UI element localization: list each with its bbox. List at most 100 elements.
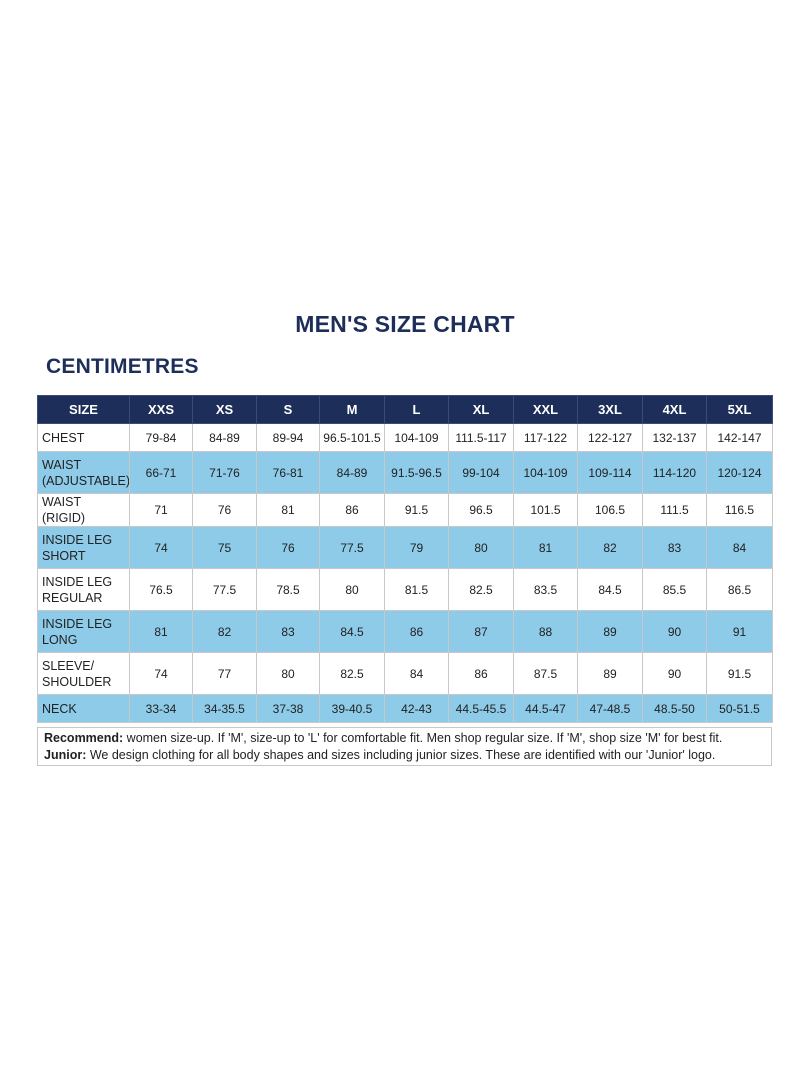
table-cell: 74 [129, 652, 193, 695]
table-cell: 83 [256, 610, 320, 653]
row-label: INSIDE LEG REGULAR [37, 568, 130, 611]
table-cell: 33-34 [129, 694, 193, 723]
table-row: CHEST 79-84 84-89 89-94 96.5-101.5 104-109 111… [37, 423, 773, 452]
units-heading: CENTIMETRES [46, 355, 199, 378]
header-3xl: 3XL [577, 395, 643, 424]
table-row: NECK 33-34 34-35.5 37-38 39-40.5 42-43 44.5-45… [37, 694, 773, 723]
table-cell: 81 [513, 526, 578, 569]
table-cell: 78.5 [256, 568, 320, 611]
table-cell: 89-94 [256, 423, 320, 452]
table-cell: 82.5 [319, 652, 385, 695]
table-cell: 79 [384, 526, 449, 569]
table-cell: 76.5 [129, 568, 193, 611]
table-cell: 39-40.5 [319, 694, 385, 723]
junior-note: Junior: We design clothing for all body … [44, 747, 765, 764]
table-cell: 91 [706, 610, 773, 653]
table-cell: 76-81 [256, 451, 320, 494]
table-cell: 109-114 [577, 451, 643, 494]
table-cell: 80 [448, 526, 514, 569]
header-4xl: 4XL [642, 395, 707, 424]
row-label: INSIDE LEG SHORT [37, 526, 130, 569]
row-label: CHEST [37, 423, 130, 452]
table-cell: 89 [577, 610, 643, 653]
header-m: M [319, 395, 385, 424]
table-cell: 82 [577, 526, 643, 569]
table-cell: 81 [256, 493, 320, 527]
table-cell: 101.5 [513, 493, 578, 527]
table-cell: 47-48.5 [577, 694, 643, 723]
table-cell: 84.5 [577, 568, 643, 611]
table-cell: 75 [192, 526, 257, 569]
table-cell: 76 [192, 493, 257, 527]
header-row: SIZE XXS XS S M L XL XXL 3XL 4XL 5XL [37, 395, 773, 424]
header-l: L [384, 395, 449, 424]
table-cell: 86 [448, 652, 514, 695]
table-cell: 86 [319, 493, 385, 527]
table-row: SLEEVE/ SHOULDER 74 77 80 82.5 84 86 87.5 89 90 91… [37, 652, 773, 695]
table-cell: 86 [384, 610, 449, 653]
table-cell: 85.5 [642, 568, 707, 611]
table-cell: 84-89 [319, 451, 385, 494]
table-cell: 80 [319, 568, 385, 611]
table-cell: 37-38 [256, 694, 320, 723]
recommend-note: Recommend: women size-up. If 'M', size-u… [44, 730, 765, 747]
table-cell: 42-43 [384, 694, 449, 723]
table-cell: 71-76 [192, 451, 257, 494]
table-cell: 81 [129, 610, 193, 653]
table-cell: 91.5 [384, 493, 449, 527]
table-cell: 76 [256, 526, 320, 569]
table-cell: 104-109 [384, 423, 449, 452]
header-xl: XL [448, 395, 514, 424]
table-row: INSIDE LEG LONG 81 82 83 84.5 86 87 88 89 90 91 [37, 610, 773, 653]
table-cell: 114-120 [642, 451, 707, 494]
table-cell: 34-35.5 [192, 694, 257, 723]
table-cell: 77 [192, 652, 257, 695]
row-label: SLEEVE/ SHOULDER [37, 652, 130, 695]
row-label: WAIST (ADJUSTABLE) [37, 451, 130, 494]
table-cell: 83 [642, 526, 707, 569]
table-cell: 87.5 [513, 652, 578, 695]
table-cell: 81.5 [384, 568, 449, 611]
table-cell: 91.5 [706, 652, 773, 695]
table-cell: 71 [129, 493, 193, 527]
table-row: INSIDE LEG SHORT 74 75 76 77.5 79 80 81 82 83 84 [37, 526, 773, 569]
chart-body: CHEST 79-84 84-89 89-94 96.5-101.5 104-109 111… [37, 423, 773, 723]
table-cell: 96.5 [448, 493, 514, 527]
table-cell: 89 [577, 652, 643, 695]
table-cell: 88 [513, 610, 578, 653]
table-cell: 74 [129, 526, 193, 569]
header-size: SIZE [37, 395, 130, 424]
table-cell: 96.5-101.5 [319, 423, 385, 452]
table-cell: 117-122 [513, 423, 578, 452]
table-cell: 99-104 [448, 451, 514, 494]
table-cell: 44.5-47 [513, 694, 578, 723]
recommend-label: Recommend: [44, 731, 124, 745]
table-row: INSIDE LEG REGULAR 76.5 77.5 78.5 80 81.5 82.5… [37, 568, 773, 611]
table-cell: 90 [642, 652, 707, 695]
row-label: NECK [37, 694, 130, 723]
table-cell: 84.5 [319, 610, 385, 653]
table-cell: 116.5 [706, 493, 773, 527]
junior-text: We design clothing for all body shapes a… [86, 748, 716, 762]
table-cell: 50-51.5 [706, 694, 773, 723]
header-s: S [256, 395, 320, 424]
table-cell: 83.5 [513, 568, 578, 611]
size-chart-table: SIZE XXS XS S M L XL XXL 3XL 4XL 5XL CHE… [37, 395, 773, 723]
table-row: WAIST (RIGID) 71 76 81 86 91.5 96.5 101.5 106.5 1… [37, 493, 773, 527]
header-xs: XS [192, 395, 257, 424]
table-cell: 66-71 [129, 451, 193, 494]
table-cell: 104-109 [513, 451, 578, 494]
row-label: WAIST (RIGID) [37, 493, 130, 527]
table-cell: 84 [384, 652, 449, 695]
table-cell: 120-124 [706, 451, 773, 494]
table-cell: 80 [256, 652, 320, 695]
table-cell: 132-137 [642, 423, 707, 452]
page-title: MEN'S SIZE CHART [295, 311, 515, 337]
table-cell: 106.5 [577, 493, 643, 527]
table-cell: 122-127 [577, 423, 643, 452]
table-cell: 87 [448, 610, 514, 653]
row-label: INSIDE LEG LONG [37, 610, 130, 653]
recommend-text: women size-up. If 'M', size-up to 'L' fo… [123, 731, 723, 745]
table-cell: 111.5 [642, 493, 707, 527]
table-cell: 77.5 [192, 568, 257, 611]
